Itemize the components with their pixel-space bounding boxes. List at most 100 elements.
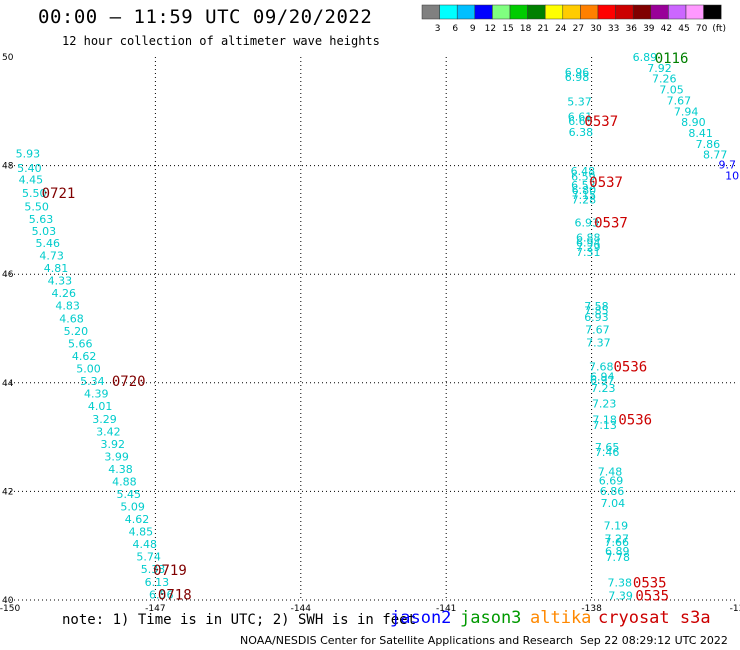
y-tick-label: 42	[2, 487, 13, 497]
swh-value-label: 8.41	[688, 127, 713, 140]
swh-value-label: 7.78	[606, 551, 631, 564]
swh-value-label: 5.34	[80, 375, 105, 388]
swh-value-label: 4.33	[48, 275, 73, 288]
pass-time-label: 0721	[42, 186, 76, 202]
colorbar-label: 33	[608, 24, 619, 34]
swh-value-label: 4.48	[132, 538, 157, 551]
swh-value-label: 5.66	[68, 338, 93, 351]
swh-value-label: 5.00	[76, 363, 101, 376]
colorbar-label: 70	[696, 24, 708, 34]
pass-time-label: 0537	[589, 175, 623, 191]
x-tick-label: -147	[145, 604, 165, 614]
swh-value-label: 8.77	[703, 149, 728, 162]
y-tick-label: 48	[2, 162, 14, 172]
swh-value-label: 5.09	[120, 501, 145, 514]
swh-value-label: 7.92	[647, 62, 672, 75]
swh-value-label: 6.69	[599, 475, 624, 488]
swh-value-label: 7.85	[584, 305, 609, 318]
colorbar-label: 12	[485, 24, 496, 34]
swh-value-label: 7.46	[595, 446, 620, 459]
legend-jason3: jason3	[460, 608, 522, 628]
swh-value-label: 7.31	[576, 246, 601, 259]
colorbar-swatch	[703, 4, 722, 20]
colorbar-label: 21	[537, 24, 548, 34]
y-tick-label: 44	[2, 379, 14, 389]
colorbar-label: 18	[520, 24, 532, 34]
y-tick-label: 46	[2, 270, 14, 280]
x-tick-label: -138	[581, 604, 602, 614]
swh-value-label: 4.85	[129, 526, 154, 539]
swh-value-label: 4.83	[55, 300, 80, 313]
swh-value-label: 6.88	[576, 231, 601, 244]
pass-time-label: 0537	[594, 216, 628, 232]
swh-value-label: 7.15	[572, 189, 597, 202]
colorbar-label: 6	[452, 24, 458, 34]
color-legend: 3 6 9 12 15 18 21 24 27 30 33 36 39 42 45 70 (ft)	[421, 4, 726, 34]
swh-value-label: 6.93	[575, 217, 600, 230]
swh-value-label: 5.93	[16, 148, 41, 161]
swh-value-label: 6.56	[149, 589, 174, 602]
swh-value-label: 6.13	[145, 576, 170, 589]
legend-jason2: jason2	[390, 608, 452, 628]
colorbar-label: 3	[435, 24, 441, 34]
swh-value-label: 10	[725, 169, 739, 182]
swh-value-label: 6.97	[590, 374, 615, 387]
legend-cryosat-s3a: cryosat s3a	[598, 608, 711, 628]
swh-value-label: 6.59	[571, 170, 596, 183]
swh-value-label: 4.73	[39, 250, 64, 263]
swh-value-label: 4.38	[108, 463, 133, 476]
swh-value-label: 7.18	[592, 414, 617, 427]
chart-title: 00:00 — 11:59 UTC 09/20/2022	[38, 6, 373, 28]
swh-value-label: 9.7	[719, 159, 737, 172]
swh-value-label: 3.42	[96, 426, 121, 439]
y-tick-label: 40	[2, 596, 14, 606]
swh-value-label: 6.93	[584, 311, 609, 324]
swh-value-label: 4.62	[125, 513, 150, 526]
swh-value-label: 7.65	[595, 441, 620, 454]
swh-value-label: 4.68	[59, 313, 84, 326]
pass-time-label: 0536	[614, 360, 648, 376]
credit-line: NOAA/NESDIS Center for Satellite Applica…	[240, 634, 574, 647]
swh-value-label: 7.29	[576, 241, 601, 254]
swh-value-label: 7.13	[592, 419, 617, 432]
colorbar-label: 30	[590, 24, 602, 34]
swh-value-label: 7.27	[605, 533, 630, 546]
colorbar-label: (ft)	[712, 24, 726, 34]
swh-value-label: 7.38	[607, 577, 632, 590]
colorbar-label: 39	[643, 24, 655, 34]
y-tick-label: 50	[2, 53, 14, 63]
colorbar-label: 15	[502, 24, 513, 34]
swh-value-label: 7.05	[659, 84, 684, 97]
swh-value-label: 4.62	[72, 350, 97, 363]
swh-value-label: 4.01	[88, 400, 113, 413]
swh-value-label: 6.53	[571, 179, 596, 192]
x-tick-label: -150	[0, 604, 20, 614]
swh-value-label: 5.37	[567, 96, 592, 109]
swh-value-label: 3.92	[100, 438, 125, 451]
swh-value-label: 5.74	[136, 551, 161, 564]
footnote: note: 1) Time is in UTC; 2) SWH is in fe…	[62, 612, 417, 628]
swh-value-label: 7.39	[608, 590, 633, 603]
colorbar-label: 45	[678, 24, 689, 34]
swh-value-label: 4.88	[112, 476, 137, 489]
swh-value-label: 7.94	[674, 105, 699, 118]
swh-value-label: 7.26	[652, 73, 677, 86]
swh-value-label: 6.96	[565, 66, 590, 79]
swh-value-label: 8.90	[681, 116, 706, 129]
legend-altika: altika	[530, 608, 592, 628]
swh-value-label: 7.86	[696, 138, 721, 151]
swh-value-label: 7.23	[592, 397, 617, 410]
swh-value-label: 6.94	[576, 237, 601, 250]
swh-value-label: 7.58	[584, 300, 609, 313]
swh-value-label: 5.20	[64, 325, 89, 338]
colorbar-label: 24	[555, 24, 567, 34]
colorbar-label: 9	[470, 24, 476, 34]
pass-time-label: 0720	[112, 374, 146, 390]
pass-time-label: 0718	[158, 588, 192, 604]
swh-value-label: 6.98	[565, 71, 590, 84]
swh-value-label: 6.38	[569, 126, 594, 139]
colorbar-label: 27	[573, 24, 584, 34]
swh-value-label: 4.45	[19, 174, 44, 187]
pass-time-label: 0536	[618, 413, 652, 429]
